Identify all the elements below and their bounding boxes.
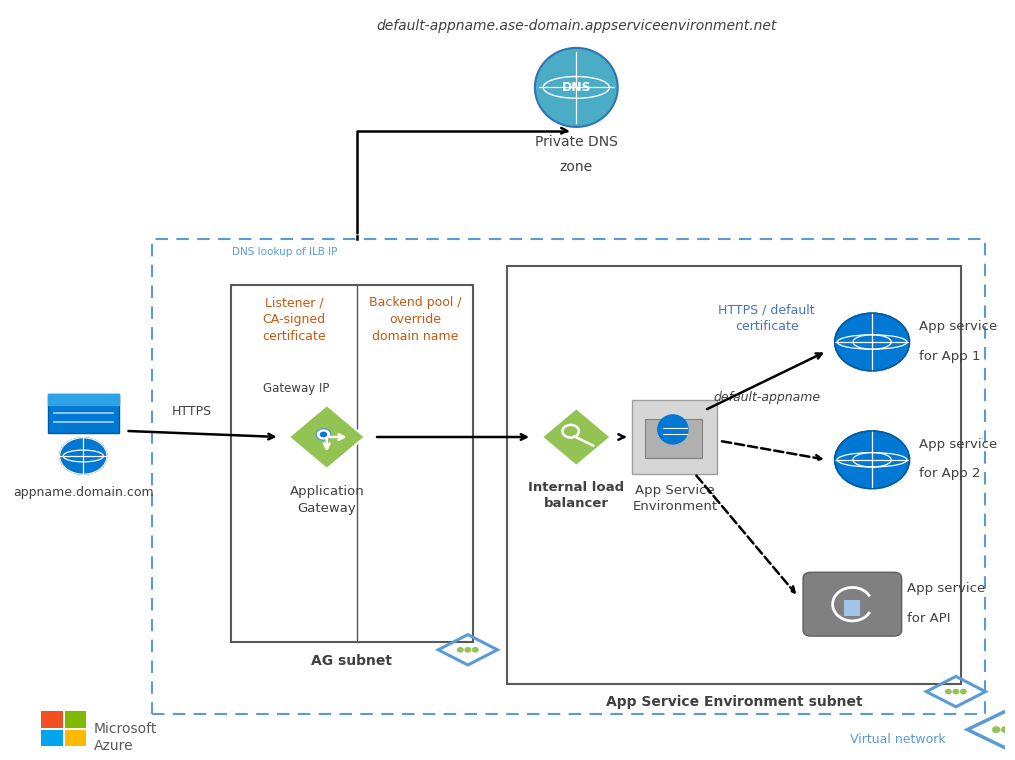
- Text: AG subnet: AG subnet: [312, 654, 393, 667]
- Bar: [41, 730, 63, 746]
- Circle shape: [960, 689, 966, 694]
- Text: App service: App service: [920, 320, 998, 333]
- Text: for API: for API: [906, 612, 950, 625]
- Text: HTTPS: HTTPS: [172, 405, 212, 418]
- Bar: [41, 711, 63, 728]
- Text: Listener /
CA-signed
certificate: Listener / CA-signed certificate: [263, 296, 326, 344]
- Text: Gateway IP: Gateway IP: [263, 382, 329, 395]
- Text: default-appname: default-appname: [713, 391, 820, 404]
- Bar: [508, 266, 961, 684]
- Circle shape: [465, 648, 471, 652]
- Text: App service: App service: [906, 582, 985, 595]
- Text: Microsoft: Microsoft: [94, 722, 157, 736]
- Text: zone: zone: [559, 160, 593, 173]
- Text: DNS: DNS: [561, 81, 591, 94]
- Polygon shape: [542, 408, 611, 466]
- Circle shape: [834, 431, 909, 489]
- Text: HTTPS / default: HTTPS / default: [719, 304, 815, 317]
- Bar: [65, 730, 86, 746]
- Ellipse shape: [535, 48, 618, 127]
- Text: balancer: balancer: [544, 497, 609, 510]
- Polygon shape: [288, 405, 365, 469]
- Circle shape: [473, 648, 478, 652]
- Text: App Service Environment subnet: App Service Environment subnet: [606, 695, 863, 709]
- Circle shape: [316, 429, 331, 440]
- FancyBboxPatch shape: [48, 394, 119, 433]
- Circle shape: [1002, 727, 1009, 733]
- Circle shape: [320, 432, 327, 437]
- Bar: [65, 711, 86, 728]
- Text: certificate: certificate: [735, 320, 799, 333]
- Text: Private DNS: Private DNS: [535, 135, 618, 149]
- FancyBboxPatch shape: [803, 572, 901, 636]
- Text: for App 2: for App 2: [920, 467, 980, 480]
- Circle shape: [834, 313, 909, 371]
- Text: Backend pool /
override
domain name: Backend pool / override domain name: [368, 296, 462, 344]
- Text: for App 1: for App 1: [920, 350, 980, 363]
- Text: Virtual network: Virtual network: [851, 733, 946, 746]
- Text: appname.domain.com: appname.domain.com: [13, 486, 153, 499]
- Text: App Service: App Service: [635, 484, 715, 497]
- Text: Internal load: Internal load: [528, 481, 624, 494]
- Circle shape: [993, 727, 1000, 733]
- Circle shape: [458, 648, 463, 652]
- Text: Azure: Azure: [94, 739, 134, 752]
- Circle shape: [953, 689, 958, 694]
- Bar: [152, 239, 986, 714]
- Circle shape: [60, 438, 107, 474]
- Text: Application: Application: [289, 485, 364, 498]
- Text: DNS lookup of ILB IP: DNS lookup of ILB IP: [232, 247, 338, 257]
- Text: Gateway: Gateway: [297, 502, 356, 515]
- Text: Environment: Environment: [632, 500, 718, 513]
- FancyBboxPatch shape: [844, 600, 861, 616]
- Bar: [231, 285, 473, 642]
- Text: App service: App service: [920, 438, 998, 451]
- Circle shape: [1011, 727, 1015, 733]
- Ellipse shape: [657, 414, 689, 445]
- Text: default-appname.ase-domain.appserviceenvironment.net: default-appname.ase-domain.appserviceenv…: [377, 19, 776, 33]
- Circle shape: [946, 689, 951, 694]
- FancyBboxPatch shape: [632, 400, 718, 474]
- FancyBboxPatch shape: [646, 419, 702, 458]
